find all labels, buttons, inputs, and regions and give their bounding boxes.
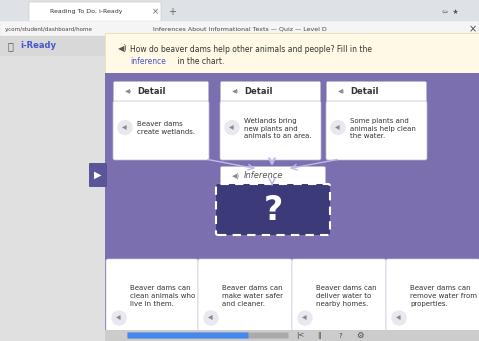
FancyBboxPatch shape <box>127 332 288 339</box>
Text: Beaver dams can
deliver water to
nearby homes.: Beaver dams can deliver water to nearby … <box>316 285 376 307</box>
FancyBboxPatch shape <box>127 332 249 339</box>
Text: ◀): ◀) <box>125 89 132 94</box>
FancyBboxPatch shape <box>0 21 479 36</box>
Circle shape <box>392 311 406 325</box>
FancyBboxPatch shape <box>0 0 479 23</box>
FancyBboxPatch shape <box>105 33 479 73</box>
Text: ×: × <box>151 8 159 16</box>
Text: |<: |< <box>296 332 304 339</box>
FancyBboxPatch shape <box>0 36 105 56</box>
Text: Wetlands bring
new plants and
animals to an area.: Wetlands bring new plants and animals to… <box>244 118 312 139</box>
Text: ×: × <box>469 24 477 34</box>
Text: ◀): ◀) <box>302 315 308 321</box>
Text: ⚙: ⚙ <box>356 331 364 340</box>
Text: ?: ? <box>338 332 342 339</box>
Text: Reading To Do, i-Ready: Reading To Do, i-Ready <box>50 10 123 15</box>
Text: Some plants and
animals help clean
the water.: Some plants and animals help clean the w… <box>350 118 416 139</box>
FancyBboxPatch shape <box>106 259 198 333</box>
Text: in the chart.: in the chart. <box>175 57 224 65</box>
Circle shape <box>112 311 126 325</box>
Text: ◀): ◀) <box>232 173 240 179</box>
Text: Inference: Inference <box>244 172 284 180</box>
Text: Detail: Detail <box>350 88 378 97</box>
Circle shape <box>118 120 132 134</box>
Text: How do beaver dams help other animals and people? Fill in the: How do beaver dams help other animals an… <box>130 44 372 54</box>
Text: Beaver dams can
remove water from
properties.: Beaver dams can remove water from proper… <box>410 285 477 307</box>
FancyBboxPatch shape <box>216 184 330 235</box>
Text: ◀): ◀) <box>338 89 345 94</box>
Circle shape <box>331 120 345 134</box>
FancyBboxPatch shape <box>327 81 426 103</box>
FancyBboxPatch shape <box>0 36 105 341</box>
Text: y.com/student/dashboard/home: y.com/student/dashboard/home <box>5 27 93 31</box>
Text: ◀): ◀) <box>116 315 122 321</box>
FancyBboxPatch shape <box>114 81 208 103</box>
Text: ◀): ◀) <box>232 89 239 94</box>
Text: ◀): ◀) <box>229 125 235 130</box>
Circle shape <box>298 311 312 325</box>
Text: i-Ready: i-Ready <box>20 42 56 50</box>
Text: Beaver dams can
clean animals who
live in them.: Beaver dams can clean animals who live i… <box>130 285 195 307</box>
FancyBboxPatch shape <box>386 259 479 333</box>
Text: Detail: Detail <box>137 88 166 97</box>
FancyBboxPatch shape <box>292 259 386 333</box>
Text: ▶: ▶ <box>94 170 102 180</box>
Text: ?: ? <box>263 193 283 226</box>
FancyBboxPatch shape <box>89 163 107 187</box>
Text: ⇦  ★: ⇦ ★ <box>442 9 458 15</box>
FancyBboxPatch shape <box>105 73 479 341</box>
Text: ◀): ◀) <box>335 125 341 130</box>
FancyBboxPatch shape <box>113 101 209 160</box>
FancyBboxPatch shape <box>220 166 326 186</box>
Text: ◀): ◀) <box>118 44 128 54</box>
Text: inference: inference <box>130 57 166 65</box>
Circle shape <box>225 120 239 134</box>
FancyBboxPatch shape <box>220 81 320 103</box>
Text: ◀): ◀) <box>396 315 402 321</box>
FancyBboxPatch shape <box>220 101 321 160</box>
FancyBboxPatch shape <box>198 259 292 333</box>
FancyBboxPatch shape <box>105 330 479 341</box>
Circle shape <box>204 311 218 325</box>
Text: Beaver dams
create wetlands.: Beaver dams create wetlands. <box>137 121 195 135</box>
Text: ◀): ◀) <box>122 125 128 130</box>
Text: ⓘ: ⓘ <box>8 41 14 51</box>
Text: Inferences About Informational Texts — Quiz — Level D: Inferences About Informational Texts — Q… <box>153 27 327 31</box>
Text: ||: || <box>318 332 322 339</box>
Text: Beaver dams can
make water safer
and cleaner.: Beaver dams can make water safer and cle… <box>222 285 283 307</box>
Text: ◀): ◀) <box>208 315 214 321</box>
Text: +: + <box>168 7 176 17</box>
FancyBboxPatch shape <box>326 101 427 160</box>
FancyBboxPatch shape <box>29 2 161 22</box>
Text: Detail: Detail <box>244 88 273 97</box>
